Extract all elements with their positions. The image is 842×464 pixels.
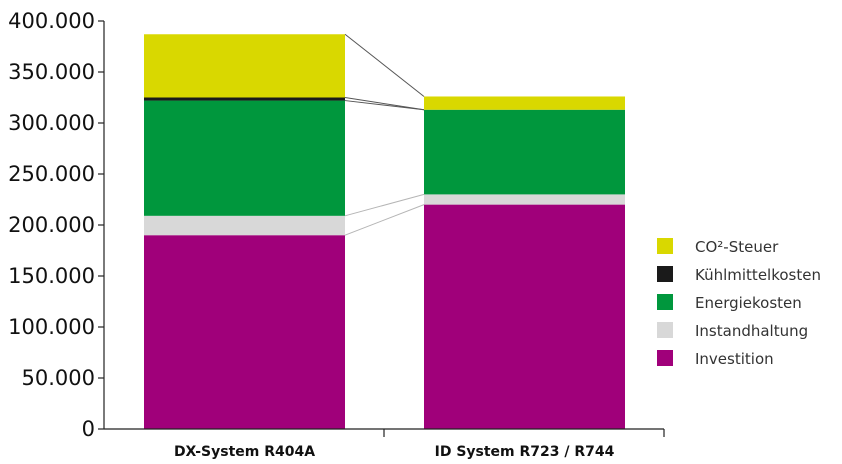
bar-k-hlmittelkosten-dx-system-r404a (144, 97, 345, 101)
x-category-label: ID System R723 / R744 (435, 444, 615, 460)
y-tick-label: 200.000 (8, 213, 95, 237)
bar-energiekosten-id-system-r723-r744 (424, 109, 625, 195)
y-tick-label: 350.000 (8, 60, 95, 84)
bar-investition-id-system-r723-r744 (424, 204, 625, 429)
legend-label: Investition (695, 350, 774, 368)
bar-co-steuer-dx-system-r404a (144, 34, 345, 98)
legend-swatch-k-hlmittelkosten (657, 266, 673, 282)
y-tick-label: 50.000 (22, 366, 95, 390)
bar-instandhaltung-dx-system-r404a (144, 215, 345, 236)
legend-swatch-energiekosten (657, 294, 673, 310)
bar-energiekosten-dx-system-r404a (144, 100, 345, 216)
connector-line (344, 100, 425, 111)
connector-line (344, 204, 425, 236)
legend-swatch-co-steuer (657, 238, 673, 254)
legend-swatch-investition (657, 350, 673, 366)
y-tick-label: 300.000 (8, 111, 95, 135)
bar-instandhaltung-id-system-r723-r744 (424, 194, 625, 205)
connector-line (344, 33, 425, 97)
connector-lines (344, 33, 425, 236)
y-tick-label: 150.000 (8, 264, 95, 288)
legend-label: CO²-Steuer (695, 238, 779, 256)
legend-label: Kühlmittelkosten (695, 266, 821, 284)
y-tick-label: 250.000 (8, 162, 95, 186)
bar-investition-dx-system-r404a (144, 235, 345, 429)
y-tick-label: 0 (82, 417, 95, 441)
y-tick-label: 100.000 (8, 315, 95, 339)
legend-swatch-instandhaltung (657, 322, 673, 338)
bar-co-steuer-id-system-r723-r744 (424, 96, 625, 110)
y-tick-label: 400.000 (8, 9, 95, 33)
bars (144, 34, 625, 429)
connector-line (344, 97, 425, 111)
legend-label: Energiekosten (695, 294, 802, 312)
legend-label: Instandhaltung (695, 322, 808, 340)
axes: 0 50.000 100.000 150.000 200.000 250.000 300.0… (8, 9, 665, 460)
connector-line (344, 193, 425, 217)
legend: CO²-Steuer Kühlmittelkosten Energiekosten I… (657, 238, 821, 368)
x-category-label: DX-System R404A (174, 444, 315, 460)
